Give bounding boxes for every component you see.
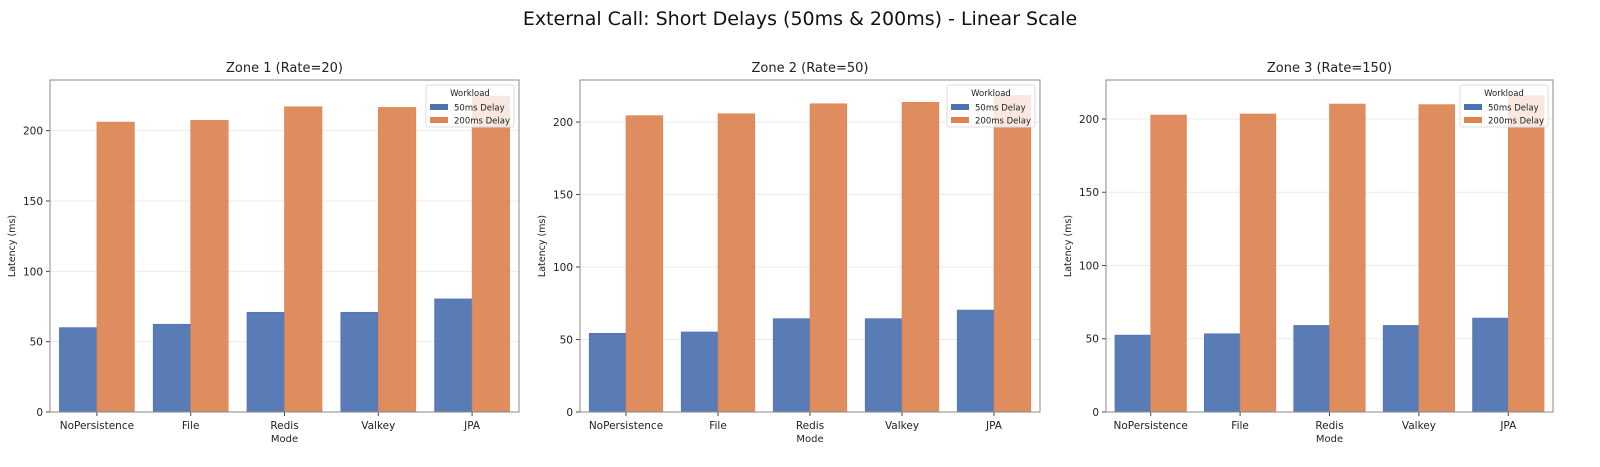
y-tick-label: 150 (553, 190, 573, 202)
x-axis-label: Mode (796, 434, 823, 445)
legend-swatch (951, 104, 969, 110)
x-tick-label: Valkey (885, 420, 919, 432)
bar-200ms-delay-redis (284, 106, 323, 413)
legend-box (425, 84, 515, 128)
x-tick-label: Redis (796, 420, 824, 432)
x-tick-label: JPA (463, 420, 481, 432)
legend-label: 50ms Delay (1488, 104, 1539, 114)
x-tick-label: NoPersistence (589, 420, 663, 432)
y-tick-label: 200 (23, 126, 43, 138)
legend-label: 50ms Delay (454, 104, 505, 114)
bar-200ms-delay-nopersistence (1150, 114, 1187, 413)
x-tick-label: File (182, 420, 200, 432)
bar-200ms-delay-jpa (471, 95, 510, 413)
x-tick-label: File (709, 420, 727, 432)
y-axis-label: Latency (ms) (1063, 215, 1074, 277)
bar-200ms-delay-file (1239, 113, 1277, 413)
x-tick-label: NoPersistence (1114, 420, 1188, 432)
bar-50ms-delay-nopersistence (59, 327, 98, 413)
bar-50ms-delay-valkey (340, 311, 379, 413)
bar-50ms-delay-valkey (1382, 325, 1420, 413)
axes-frame (49, 79, 520, 413)
bar-200ms-delay-valkey (1418, 104, 1455, 413)
bar-50ms-delay-file (680, 331, 719, 413)
x-tick-label: Redis (1315, 420, 1343, 432)
y-tick-label: 150 (23, 196, 43, 208)
axes-frame (579, 79, 1041, 413)
y-axis-label: Latency (ms) (537, 215, 548, 277)
bar-50ms-delay-file (152, 323, 191, 413)
bar-200ms-delay-redis (809, 103, 848, 413)
y-tick-label: 50 (560, 335, 573, 347)
subplot-title: Zone 2 (Rate=50) (751, 61, 868, 76)
bar-200ms-delay-valkey (901, 102, 940, 413)
legend-swatch (1464, 104, 1482, 110)
legend-swatch (1464, 117, 1482, 123)
bar-50ms-delay-redis (772, 318, 811, 413)
legend: Workload 50ms Delay 200ms Delay (946, 84, 1036, 128)
subplot-3: 0 50 100 150 200 NoPersistence File Redis Valkey… (1063, 61, 1554, 445)
x-axis-label: Mode (1316, 434, 1343, 445)
bar-200ms-delay-nopersistence (625, 115, 664, 413)
bar-50ms-delay-valkey (864, 318, 903, 413)
legend-swatch (430, 117, 448, 123)
bar-200ms-delay-jpa (1508, 95, 1545, 413)
x-tick-label: Redis (270, 420, 298, 432)
y-tick-label: 50 (30, 337, 43, 349)
subplot-title: Zone 3 (Rate=150) (1267, 61, 1392, 76)
bar-50ms-delay-jpa (434, 298, 473, 413)
bar-200ms-delay-file (190, 120, 229, 413)
legend-title: Workload (971, 89, 1011, 99)
legend-box (946, 84, 1036, 128)
subplot-title: Zone 1 (Rate=20) (226, 61, 343, 76)
x-tick-label: Valkey (1402, 420, 1436, 432)
bar-200ms-delay-nopersistence (96, 121, 135, 413)
y-axis-label: Latency (ms) (7, 215, 18, 277)
x-tick-label: File (1231, 420, 1249, 432)
bar-200ms-delay-file (717, 113, 756, 413)
y-tick-label: 150 (1079, 187, 1099, 199)
y-tick-label: 50 (1086, 334, 1099, 346)
x-tick-label: JPA (1499, 420, 1517, 432)
legend-label: 200ms Delay (1488, 117, 1544, 127)
legend-label: 50ms Delay (975, 104, 1026, 114)
x-axis-label: Mode (271, 434, 298, 445)
legend-label: 200ms Delay (975, 117, 1031, 127)
legend: Workload 50ms Delay 200ms Delay (1459, 84, 1549, 128)
legend: Workload 50ms Delay 200ms Delay (425, 84, 515, 128)
bar-50ms-delay-jpa (1472, 317, 1509, 413)
bar-50ms-delay-nopersistence (1114, 334, 1151, 413)
bar-200ms-delay-jpa (993, 95, 1032, 413)
subplot-1: 0 50 100 150 200 NoPersistence File Redis Valkey… (7, 61, 520, 445)
legend-swatch (430, 104, 448, 110)
subplot-2: 0 50 100 150 200 NoPersistence File Redis Valkey… (537, 61, 1041, 445)
x-tick-label: Valkey (361, 420, 395, 432)
y-tick-label: 0 (566, 407, 573, 419)
x-tick-label: NoPersistence (60, 420, 134, 432)
y-tick-label: 0 (36, 407, 43, 419)
x-tick-label: JPA (985, 420, 1003, 432)
y-tick-label: 100 (23, 266, 43, 278)
y-tick-label: 100 (553, 262, 573, 274)
bar-50ms-delay-redis (1293, 325, 1330, 413)
legend-box (1459, 84, 1549, 128)
y-tick-label: 200 (1079, 114, 1099, 126)
legend-swatch (951, 117, 969, 123)
legend-title: Workload (450, 89, 490, 99)
y-tick-label: 100 (1079, 260, 1099, 272)
figure-title: External Call: Short Delays (50ms & 200m… (522, 8, 1078, 30)
bar-50ms-delay-redis (246, 311, 285, 413)
y-tick-label: 200 (553, 117, 573, 129)
legend-title: Workload (1484, 89, 1524, 99)
bar-50ms-delay-file (1204, 333, 1241, 413)
y-tick-label: 0 (1092, 407, 1099, 419)
legend-label: 200ms Delay (454, 117, 510, 127)
bar-200ms-delay-valkey (377, 107, 417, 413)
bar-50ms-delay-jpa (956, 309, 995, 413)
bar-50ms-delay-nopersistence (588, 332, 627, 413)
axes-frame (1105, 79, 1554, 413)
bar-200ms-delay-redis (1329, 103, 1366, 413)
